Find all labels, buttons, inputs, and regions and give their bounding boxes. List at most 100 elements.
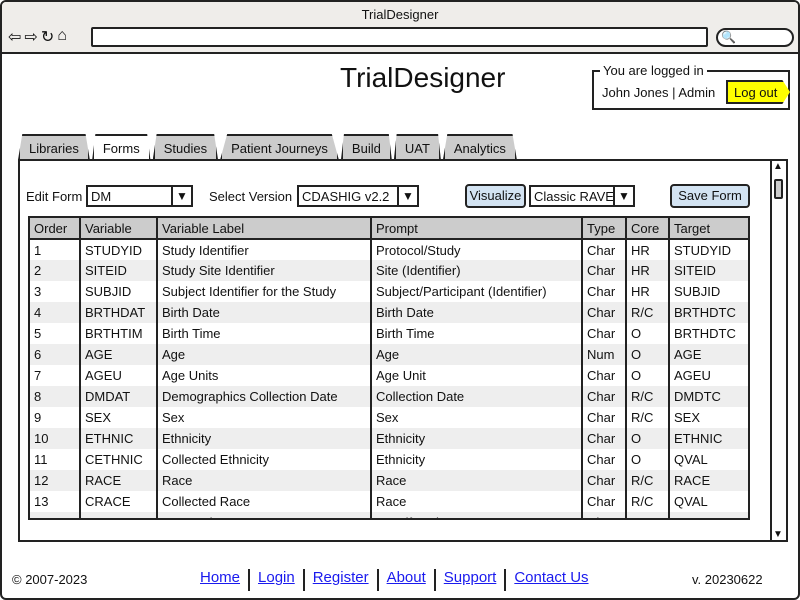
tab-patient-journeys[interactable]: Patient Journeys (220, 134, 339, 160)
view-select[interactable]: Classic RAVE ▼ (529, 185, 635, 207)
table-row[interactable]: 11 CETHNIC Collected Ethnicity Ethnicity Cha… (30, 449, 748, 470)
tab-forms[interactable]: Forms (91, 134, 151, 162)
column-header[interactable]: Core (626, 218, 670, 240)
version-select[interactable]: CDASHIG v2.2 ▼ (297, 185, 419, 207)
home-icon[interactable]: ⌂ (57, 27, 67, 44)
table-row[interactable]: 6 AGE Age Age Num O AGE (30, 344, 748, 365)
table-cell: Ethnicity (157, 428, 372, 449)
table-row[interactable]: 14RACEOTHRace OtherSpecify Other RaceCha… (30, 512, 748, 518)
table-cell: Birth Time (371, 323, 583, 344)
footer-link-support[interactable]: Support (436, 569, 507, 591)
table-cell: HR (626, 239, 670, 260)
table-row[interactable]: 7 AGEU Age Units Age Unit Char O AGEU (30, 365, 748, 386)
table-cell: Sex (157, 407, 372, 428)
table-cell: Char (582, 365, 627, 386)
logout-button[interactable]: Log out (726, 80, 790, 104)
footer-link-register[interactable]: Register (305, 569, 379, 591)
table-row[interactable]: 3 SUBJID Subject Identifier for the Study S… (30, 281, 748, 302)
main-tabs: Libraries Forms Studies Patient Journeys… (18, 134, 517, 162)
column-header[interactable]: Variable (80, 218, 158, 240)
url-bar[interactable] (91, 27, 708, 47)
column-header[interactable]: Type (582, 218, 627, 240)
column-header[interactable]: Order (30, 218, 81, 240)
table-cell: 10 (30, 428, 81, 449)
table-cell: R/C (626, 470, 670, 491)
table-cell: CRACE (80, 491, 158, 512)
table-row[interactable]: 2 SITEID Study Site Identifier Site (Identi… (30, 260, 748, 281)
tab-analytics[interactable]: Analytics (442, 134, 517, 160)
forward-icon[interactable]: ⇨ (24, 29, 38, 46)
scroll-down-icon[interactable]: ▼ (773, 529, 783, 540)
back-icon[interactable]: ⇦ (8, 29, 22, 46)
column-header[interactable]: Variable Label (157, 218, 372, 240)
table-cell: R/C (626, 491, 670, 512)
table-cell: Protocol/Study (371, 239, 583, 260)
table-cell: Age Units (157, 365, 372, 386)
table-cell: Birth Time (157, 323, 372, 344)
table-cell: 9 (30, 407, 81, 428)
table-row[interactable]: 9 SEX Sex Sex Char R/C SEX (30, 407, 748, 428)
table-cell: R/C (626, 386, 670, 407)
table-cell: Demographics Collection Date (157, 386, 372, 407)
table-cell: Site (Identifier) (371, 260, 583, 281)
footer-link-about[interactable]: About (379, 569, 436, 591)
scroll-thumb[interactable] (774, 179, 783, 199)
table-cell: DMDAT (80, 386, 158, 407)
table-cell: RACEOTH (80, 512, 158, 518)
table-row[interactable]: 13 CRACE Collected Race Race Char R/C QVAL (30, 491, 748, 512)
table-cell: 12 (30, 470, 81, 491)
table-cell: Age Unit (371, 365, 583, 386)
table-cell: 11 (30, 449, 81, 470)
reload-icon[interactable]: ↻ (40, 29, 55, 46)
table-cell: 7 (30, 365, 81, 386)
edit-form-value: DM (91, 189, 112, 204)
table-cell: 4 (30, 302, 81, 323)
column-header[interactable]: Prompt (371, 218, 583, 240)
browser-search[interactable]: 🔍 (716, 28, 794, 47)
table-cell: 8 (30, 386, 81, 407)
table-cell: AGE (80, 344, 158, 365)
vertical-scrollbar[interactable]: ▲ ▼ (770, 161, 786, 540)
save-form-button[interactable]: Save Form (670, 184, 750, 208)
table-cell: Race Other (157, 512, 372, 518)
table-cell: SEX (674, 410, 701, 425)
table-cell: 2 (30, 260, 81, 281)
table-cell: STUDYID (674, 242, 732, 258)
tab-uat[interactable]: UAT (393, 134, 441, 160)
scroll-up-icon[interactable]: ▲ (773, 161, 783, 172)
version-label: Select Version (209, 189, 293, 204)
table-row[interactable]: 12 RACE Race Race Char R/C RACE (30, 470, 748, 491)
tab-build[interactable]: Build (340, 134, 392, 160)
tab-studies[interactable]: Studies (152, 134, 219, 160)
table-cell: AGE (669, 344, 748, 365)
table-cell: RACE (80, 470, 158, 491)
footer-link-home[interactable]: Home (192, 569, 251, 591)
edit-form-select[interactable]: DM ▼ (86, 185, 193, 207)
table-cell: BRTHTIM (80, 323, 158, 344)
column-header[interactable]: Target (669, 218, 748, 240)
table-cell: Char (582, 302, 627, 323)
table-cell: 3 (30, 281, 81, 302)
table-cell: Char (582, 428, 627, 449)
table-cell: 14 (30, 512, 81, 518)
table-row[interactable]: 4 BRTHDAT Birth Date Birth Date Char R/C BRTHD… (30, 302, 748, 323)
visualize-button[interactable]: Visualize (465, 184, 526, 208)
table-cell: BRTHDTC (669, 302, 748, 323)
table-cell: 5 (30, 323, 81, 344)
table-row[interactable]: 10 ETHNIC Ethnicity Ethnicity Char O ETHNIC (30, 428, 748, 449)
table-cell: Race (157, 470, 372, 491)
table-cell: SEX (80, 407, 158, 428)
table-cell: BRTHDTC (674, 326, 736, 341)
table-cell: R/C (626, 407, 670, 428)
tab-libraries[interactable]: Libraries (18, 134, 90, 160)
user-info: John Jones | Admin (602, 85, 716, 100)
table-cell: Char (582, 470, 627, 491)
footer-link-login[interactable]: Login (250, 569, 305, 591)
table-cell: SITEID (669, 260, 748, 281)
table-cell: AGEU (80, 365, 158, 386)
window-title: TrialDesigner (361, 7, 439, 22)
table-row[interactable]: 5 BRTHTIM Birth Time Birth Time Char O BRTHDTC (30, 323, 748, 344)
table-row[interactable]: 8 DMDAT Demographics Collection Date Collec… (30, 386, 748, 407)
footer-link-contact-us[interactable]: Contact Us (514, 569, 589, 586)
table-row[interactable]: 1 STUDYID Study Identifier Protocol/Study Ch… (30, 239, 748, 260)
